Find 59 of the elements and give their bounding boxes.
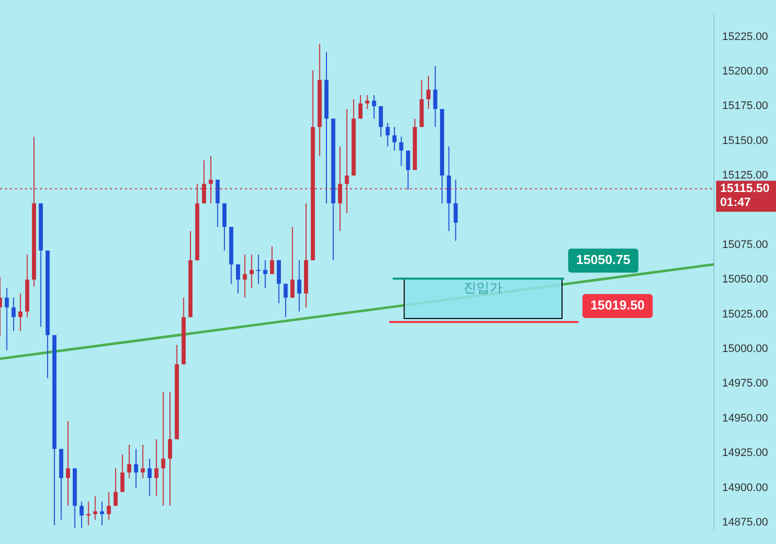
candlestick <box>358 94 362 120</box>
candlestick <box>426 75 431 110</box>
candlestick <box>86 501 90 526</box>
candlestick <box>161 392 166 506</box>
y-tick-label: 14975.00 <box>722 378 768 390</box>
ref-line-label: 15019.50 <box>590 298 645 313</box>
candlestick <box>127 444 132 479</box>
y-tick-label: 14925.00 <box>722 447 768 460</box>
candlestick <box>399 136 404 166</box>
candlestick <box>148 458 152 497</box>
y-tick-label: 15200.00 <box>722 66 768 78</box>
candlestick <box>378 106 383 138</box>
candlestick <box>263 260 268 288</box>
candlestick <box>276 260 281 304</box>
band-label: 진입가 <box>464 280 503 296</box>
candlestick <box>236 264 240 294</box>
candlestick <box>18 293 22 332</box>
y-tick-label: 15175.00 <box>722 100 768 112</box>
candlestick <box>386 122 390 147</box>
candlestick <box>284 283 288 318</box>
candlestick <box>12 297 16 332</box>
candlestick <box>66 420 70 506</box>
y-tick-label: 15150.00 <box>722 134 768 147</box>
candlestick <box>168 392 172 506</box>
candlestick <box>270 246 274 275</box>
candlestick <box>93 496 98 520</box>
y-tick-label: 14900.00 <box>722 482 768 494</box>
candlestick <box>140 444 145 479</box>
candlestick <box>290 226 294 298</box>
candlestick <box>106 491 111 520</box>
candlestick <box>120 454 124 492</box>
y-tick-label: 15025.00 <box>722 308 768 320</box>
candlestick <box>365 94 370 110</box>
candlestick <box>297 260 302 312</box>
y-tick-label: 14950.00 <box>722 412 768 424</box>
candlestick <box>134 448 138 488</box>
candlestick <box>392 126 397 152</box>
candlestick <box>406 150 410 190</box>
candlestick <box>250 254 254 288</box>
candlestick <box>372 94 376 120</box>
candlestick <box>222 202 226 251</box>
candlestick <box>242 254 247 298</box>
candlestick <box>433 65 438 128</box>
candlestick <box>454 179 458 242</box>
y-tick-label: 15050.00 <box>722 274 768 286</box>
y-tick-label: 15125.00 <box>722 170 768 182</box>
y-tick-label: 15225.00 <box>722 30 768 43</box>
candlestick <box>216 179 220 228</box>
candlestick <box>80 501 84 529</box>
text: 01:47 <box>720 195 752 210</box>
candlestick <box>114 468 118 506</box>
candlestick <box>154 438 158 497</box>
ref-line-label: 15115.50 <box>720 181 770 196</box>
candlestick <box>4 287 9 351</box>
y-tick-label: 14875.00 <box>722 516 768 528</box>
y-tick-label: 15075.00 <box>722 238 768 251</box>
candlestick <box>256 254 260 284</box>
ref-line-label: 15050.75 <box>576 252 630 268</box>
y-tick-label: 15000.00 <box>722 343 768 356</box>
